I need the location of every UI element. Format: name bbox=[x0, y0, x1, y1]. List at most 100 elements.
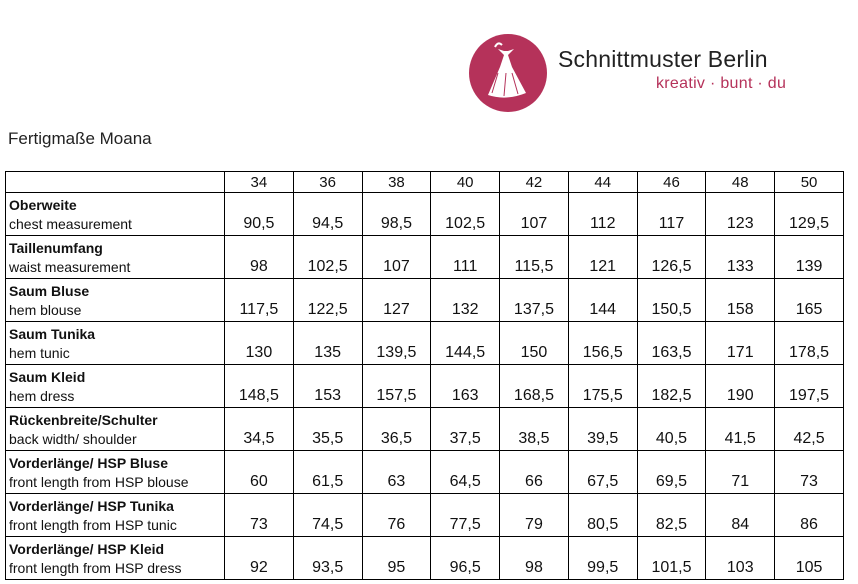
value-cell: 133 bbox=[705, 235, 776, 279]
value-cell: 66 bbox=[499, 450, 569, 494]
value-cell: 38,5 bbox=[499, 407, 569, 451]
table-row: Rückenbreite/Schulter back width/ shoulde… bbox=[5, 407, 844, 451]
row-label: Vorderlänge/ HSP Tunika front length from… bbox=[5, 493, 225, 537]
value-cell: 99,5 bbox=[567, 536, 638, 580]
value-cell: 92 bbox=[224, 536, 294, 580]
value-cell: 107 bbox=[361, 235, 432, 279]
size-header: 34 bbox=[224, 171, 294, 193]
value-cell: 94,5 bbox=[292, 192, 363, 236]
value-cell: 42,5 bbox=[774, 407, 844, 451]
row-label: Saum Bluse hem blouse bbox=[5, 278, 225, 322]
label-german: Vorderlänge/ HSP Kleid bbox=[9, 541, 165, 557]
value-cell: 39,5 bbox=[567, 407, 638, 451]
size-header: 38 bbox=[361, 171, 432, 193]
value-cell: 130 bbox=[224, 321, 294, 365]
value-cell: 98 bbox=[224, 235, 294, 279]
value-cell: 37,5 bbox=[430, 407, 501, 451]
document-title: Fertigmaße Moana bbox=[8, 129, 152, 148]
value-cell: 163,5 bbox=[636, 321, 707, 365]
value-cell: 175,5 bbox=[567, 364, 638, 408]
value-cell: 103 bbox=[705, 536, 776, 580]
value-cell: 84 bbox=[705, 493, 776, 537]
logo bbox=[469, 34, 547, 112]
value-cell: 132 bbox=[430, 278, 501, 322]
size-header: 46 bbox=[636, 171, 707, 193]
value-cell: 105 bbox=[774, 536, 844, 580]
value-cell: 41,5 bbox=[705, 407, 776, 451]
value-cell: 157,5 bbox=[361, 364, 432, 408]
table-row: Saum Kleid hem dress 148,5 153 157,5 163 168,5… bbox=[5, 364, 844, 408]
value-cell: 139,5 bbox=[361, 321, 432, 365]
value-cell: 73 bbox=[224, 493, 294, 537]
value-cell: 137,5 bbox=[499, 278, 569, 322]
table-row: Taillenumfang waist measurement 98 102,5 107… bbox=[5, 235, 844, 279]
label-english: waist measurement bbox=[9, 259, 131, 275]
value-cell: 60 bbox=[224, 450, 294, 494]
label-german: Saum Kleid bbox=[9, 369, 86, 385]
table-row: Saum Tunika hem tunic 130 135 139,5 144,5 150 1… bbox=[5, 321, 844, 365]
value-cell: 90,5 bbox=[224, 192, 294, 236]
label-german: Oberweite bbox=[9, 197, 77, 213]
label-german: Vorderlänge/ HSP Tunika bbox=[9, 498, 174, 514]
row-label: Taillenumfang waist measurement bbox=[5, 235, 225, 279]
value-cell: 117,5 bbox=[224, 278, 294, 322]
table-row: Vorderlänge/ HSP Tunika front length from… bbox=[5, 493, 844, 537]
value-cell: 67,5 bbox=[567, 450, 638, 494]
table-row: Saum Bluse hem blouse 117,5 122,5 127 132 137,… bbox=[5, 278, 844, 322]
value-cell: 79 bbox=[499, 493, 569, 537]
value-cell: 144,5 bbox=[430, 321, 501, 365]
value-cell: 190 bbox=[705, 364, 776, 408]
value-cell: 148,5 bbox=[224, 364, 294, 408]
value-cell: 77,5 bbox=[430, 493, 501, 537]
value-cell: 165 bbox=[774, 278, 844, 322]
brand-tagline: kreativ · bunt · du bbox=[656, 75, 787, 92]
value-cell: 150,5 bbox=[636, 278, 707, 322]
row-label: Vorderlänge/ HSP Bluse front length from … bbox=[5, 450, 225, 494]
header-row: 34 36 38 40 42 44 46 48 50 bbox=[5, 171, 844, 193]
size-header: 42 bbox=[499, 171, 569, 193]
size-header: 50 bbox=[774, 171, 844, 193]
value-cell: 182,5 bbox=[636, 364, 707, 408]
size-header: 48 bbox=[705, 171, 776, 193]
value-cell: 98,5 bbox=[361, 192, 432, 236]
value-cell: 101,5 bbox=[636, 536, 707, 580]
label-german: Saum Tunika bbox=[9, 326, 96, 342]
size-header: 40 bbox=[430, 171, 501, 193]
label-english: back width/ shoulder bbox=[9, 431, 137, 447]
value-cell: 122,5 bbox=[292, 278, 363, 322]
label-english: hem tunic bbox=[9, 345, 70, 361]
value-cell: 121 bbox=[567, 235, 638, 279]
value-cell: 86 bbox=[774, 493, 844, 537]
label-english: front length from HSP dress bbox=[9, 560, 182, 576]
value-cell: 107 bbox=[499, 192, 569, 236]
row-label: Vorderlänge/ HSP Kleid front length from … bbox=[5, 536, 225, 580]
value-cell: 36,5 bbox=[361, 407, 432, 451]
value-cell: 150 bbox=[499, 321, 569, 365]
value-cell: 102,5 bbox=[430, 192, 501, 236]
value-cell: 98 bbox=[499, 536, 569, 580]
size-table: 34 36 38 40 42 44 46 48 50 Oberweite chest measure… bbox=[5, 171, 844, 580]
value-cell: 144 bbox=[567, 278, 638, 322]
value-cell: 123 bbox=[705, 192, 776, 236]
table-row: Vorderlänge/ HSP Kleid front length from … bbox=[5, 536, 844, 580]
table-row: Vorderlänge/ HSP Bluse front length from … bbox=[5, 450, 844, 494]
label-german: Vorderlänge/ HSP Bluse bbox=[9, 455, 168, 471]
value-cell: 111 bbox=[430, 235, 501, 279]
value-cell: 73 bbox=[774, 450, 844, 494]
row-label: Saum Kleid hem dress bbox=[5, 364, 225, 408]
value-cell: 102,5 bbox=[292, 235, 363, 279]
table-row: Oberweite chest measurement 90,5 94,5 98,5 10… bbox=[5, 192, 844, 236]
value-cell: 82,5 bbox=[636, 493, 707, 537]
value-cell: 93,5 bbox=[292, 536, 363, 580]
label-german: Taillenumfang bbox=[9, 240, 103, 256]
value-cell: 96,5 bbox=[430, 536, 501, 580]
label-english: hem blouse bbox=[9, 302, 82, 318]
value-cell: 64,5 bbox=[430, 450, 501, 494]
label-english: front length from HSP blouse bbox=[9, 474, 189, 490]
size-header: 44 bbox=[567, 171, 638, 193]
row-label: Oberweite chest measurement bbox=[5, 192, 225, 236]
label-english: chest measurement bbox=[9, 216, 132, 232]
value-cell: 129,5 bbox=[774, 192, 844, 236]
value-cell: 61,5 bbox=[292, 450, 363, 494]
